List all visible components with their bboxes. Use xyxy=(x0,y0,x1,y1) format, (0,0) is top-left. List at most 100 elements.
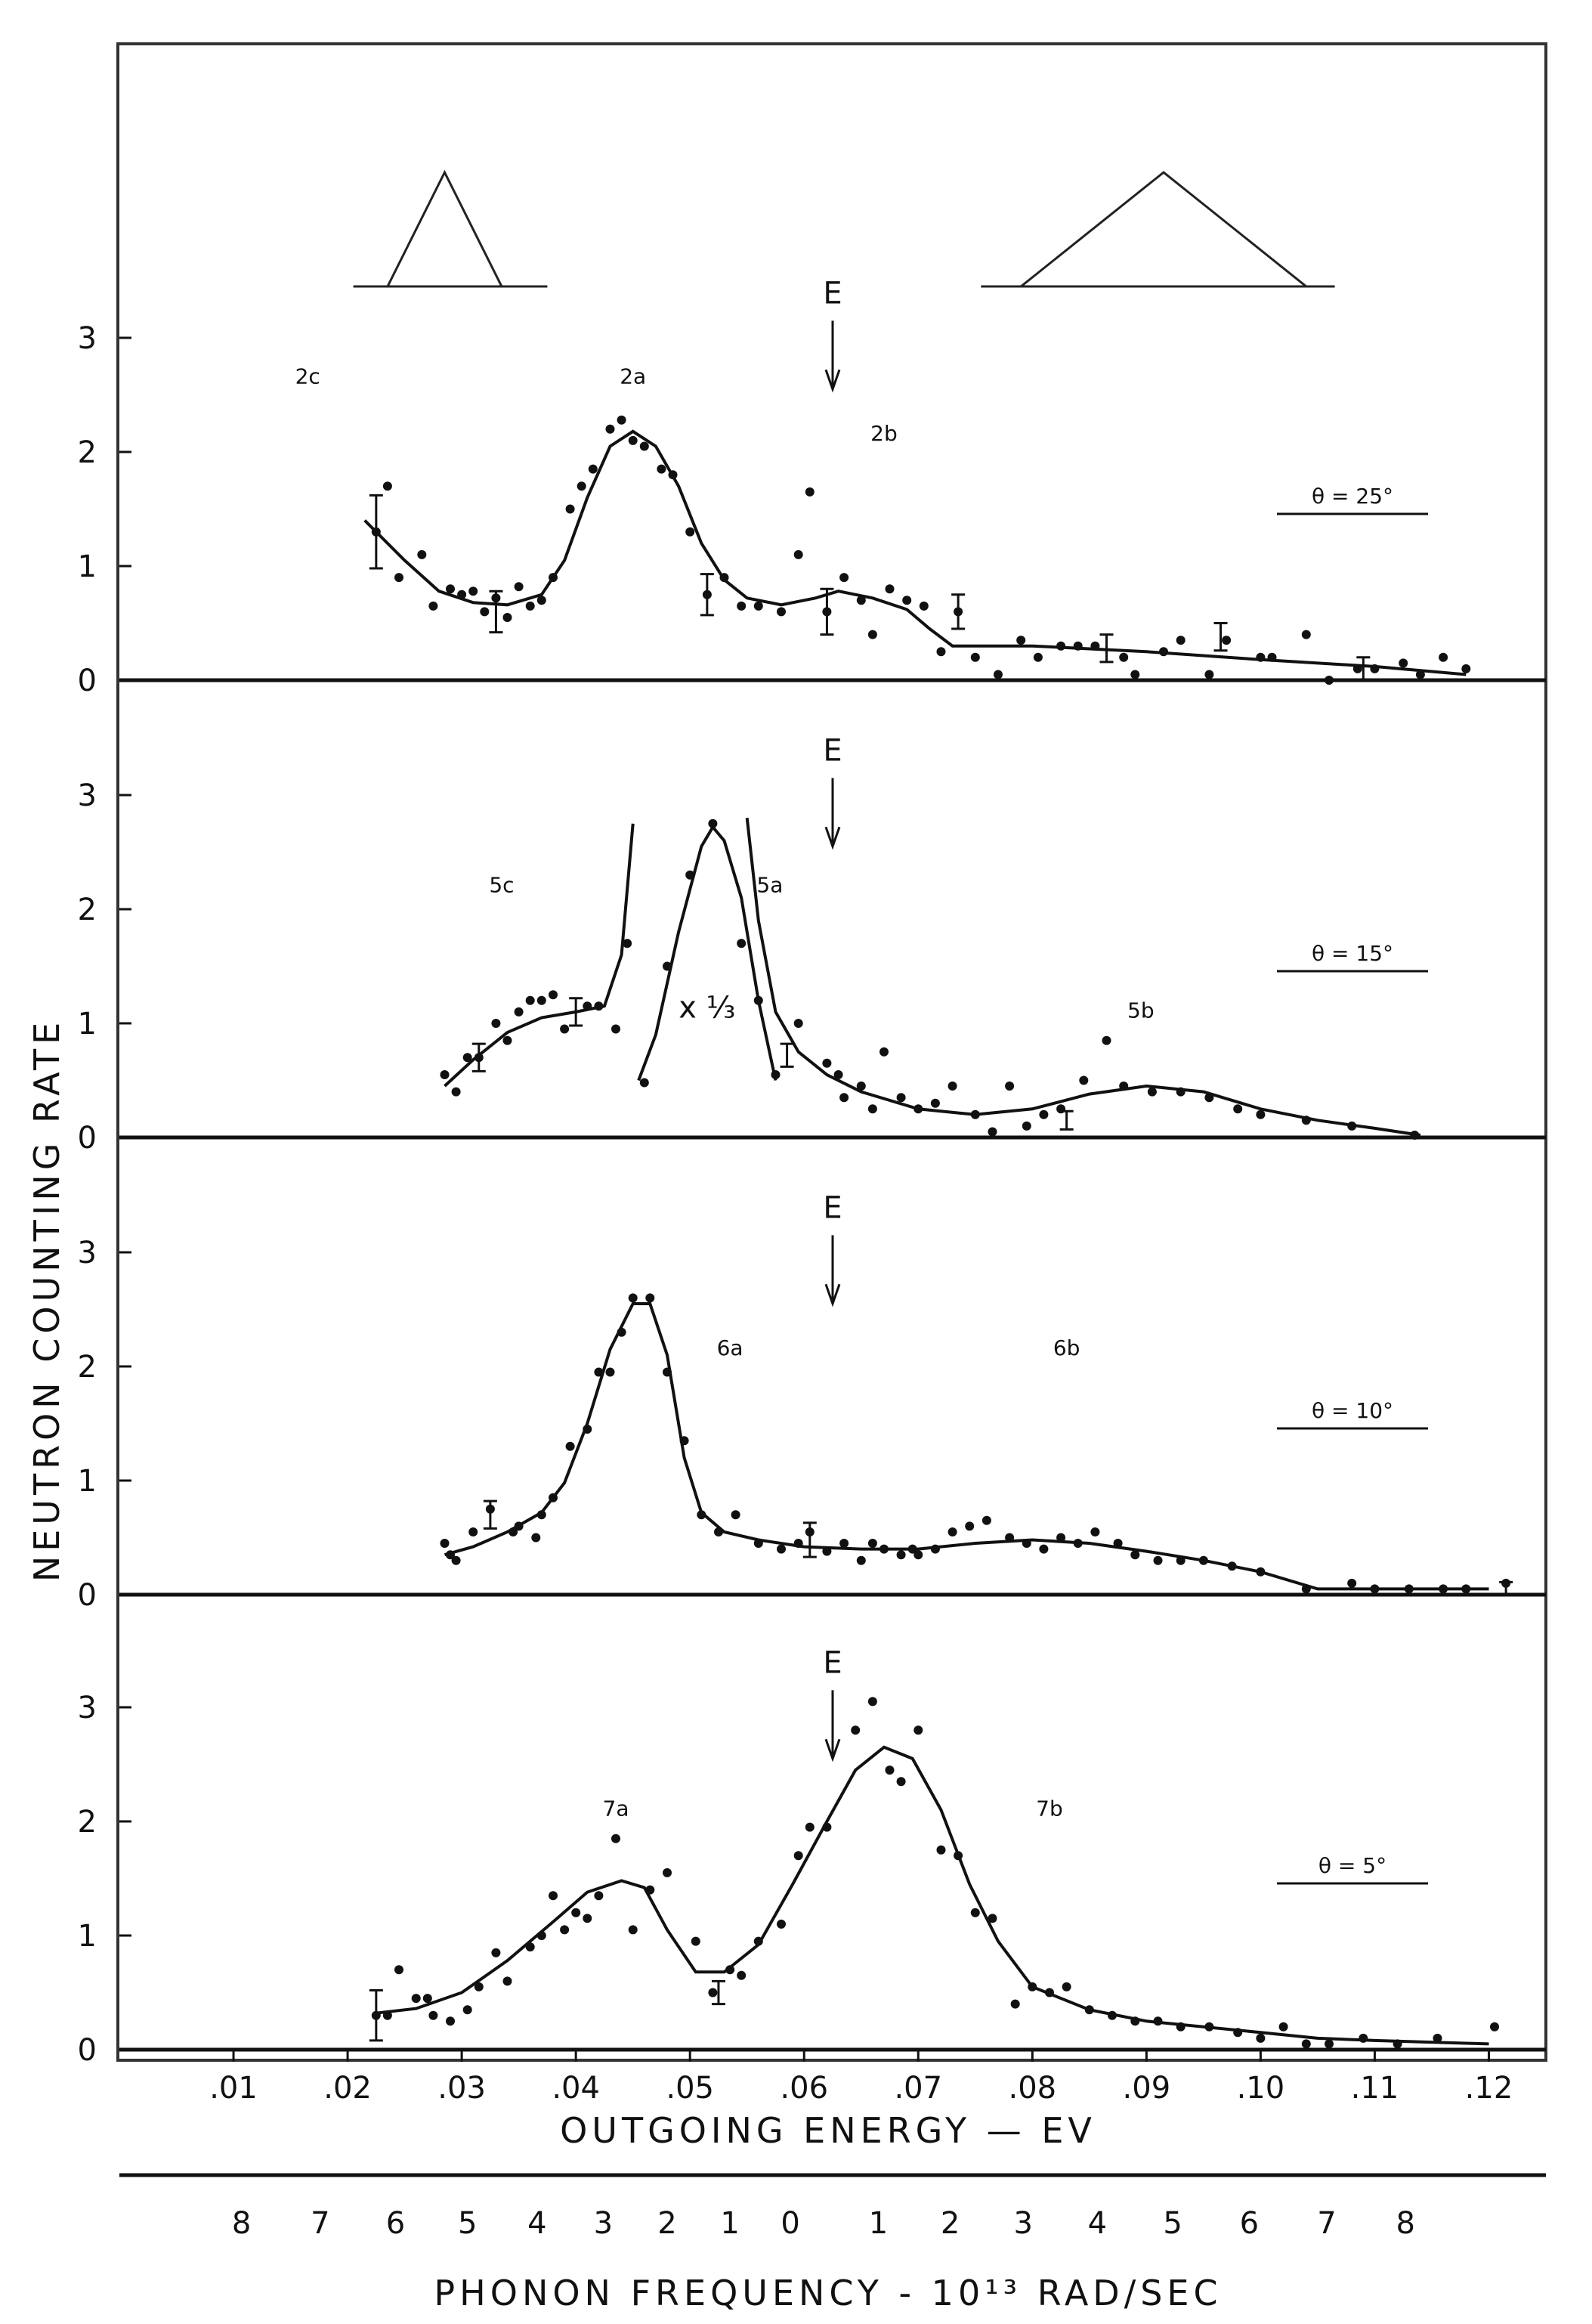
e-marker-arrowhead xyxy=(824,826,841,850)
data-point xyxy=(668,470,678,480)
data-point xyxy=(879,1047,889,1057)
data-point xyxy=(417,549,427,559)
data-point xyxy=(970,1109,980,1119)
data-point xyxy=(981,1515,991,1525)
y-tick-label: 2 xyxy=(78,893,97,927)
data-point xyxy=(685,527,695,537)
data-point xyxy=(428,601,438,611)
data-point xyxy=(936,1845,946,1855)
phonon-tick-label: 1 xyxy=(869,2206,888,2241)
e-marker-label: E xyxy=(823,1646,842,1681)
data-point xyxy=(468,1527,478,1536)
data-point xyxy=(428,2010,438,2020)
y-tick-label: 1 xyxy=(78,549,97,584)
error-bar xyxy=(569,997,583,1027)
phonon-tick-label: 6 xyxy=(1240,2206,1259,2241)
data-point xyxy=(451,1087,461,1097)
data-point xyxy=(583,1914,592,1923)
data-point xyxy=(605,1367,615,1377)
data-point xyxy=(988,1914,997,1923)
data-point xyxy=(947,1527,957,1536)
data-point xyxy=(639,1078,649,1088)
data-point xyxy=(822,1546,832,1556)
data-point xyxy=(1010,1999,1020,2009)
data-point xyxy=(1176,2022,1185,2032)
data-point xyxy=(536,1510,546,1520)
data-point xyxy=(731,1510,740,1520)
data-point xyxy=(679,1436,689,1446)
data-point xyxy=(446,1550,455,1560)
data-point xyxy=(371,2010,381,2020)
data-point xyxy=(994,670,1003,679)
data-point xyxy=(708,1988,718,1998)
data-point xyxy=(1461,664,1471,673)
data-point xyxy=(514,1521,524,1531)
y-tick-label: 3 xyxy=(78,321,97,356)
data-point xyxy=(663,961,672,971)
data-point xyxy=(697,1510,706,1520)
data-point xyxy=(1439,1584,1448,1594)
data-point xyxy=(1090,1527,1100,1536)
data-point xyxy=(468,586,478,596)
x-axis-energy: .01 .02 .03 .04 .05 .06 .07 .08 .09 .10 .11 .12 xyxy=(209,2050,1513,2106)
data-point xyxy=(1278,2022,1288,2032)
phonon-tick-label: 3 xyxy=(1014,2206,1033,2241)
data-point xyxy=(1045,1988,1054,1998)
data-point xyxy=(919,601,929,611)
data-point xyxy=(1039,1544,1049,1554)
data-point xyxy=(394,1965,403,1975)
data-point xyxy=(913,1725,923,1735)
data-point xyxy=(930,1098,940,1108)
e-marker-label: E xyxy=(823,734,842,769)
data-point xyxy=(440,1539,450,1548)
data-point xyxy=(605,424,615,434)
data-point xyxy=(1108,2010,1117,2020)
phonon-tick-label: 4 xyxy=(527,2206,546,2241)
x-tick-label: .02 xyxy=(323,2071,372,2106)
data-point xyxy=(896,1093,906,1103)
data-point xyxy=(1256,2033,1266,2043)
data-point xyxy=(594,1001,604,1011)
data-point xyxy=(737,939,747,948)
data-point xyxy=(753,601,763,611)
y-tick-label: 0 xyxy=(78,664,97,698)
panel-2: 0 1 2 3 Eθ = 15° 5c 5a 5b x ⅓ xyxy=(78,734,1546,1156)
e-marker-arrowhead xyxy=(824,1738,841,1762)
data-point xyxy=(930,1544,940,1554)
data-point xyxy=(462,2005,472,2015)
data-point xyxy=(822,1058,832,1068)
data-point xyxy=(594,1891,604,1901)
data-point xyxy=(1433,2033,1442,2043)
peak-label: 7b xyxy=(1036,1796,1063,1821)
data-point xyxy=(549,1891,558,1901)
data-point xyxy=(565,1441,575,1451)
data-point xyxy=(491,593,501,603)
phonon-tick-label: 8 xyxy=(232,2206,251,2241)
data-point xyxy=(1079,1075,1089,1085)
data-point xyxy=(474,1053,484,1063)
data-point xyxy=(1113,1539,1123,1548)
data-point xyxy=(617,415,626,425)
data-point xyxy=(1410,1131,1420,1140)
y-tick-label: 2 xyxy=(78,435,97,470)
data-point xyxy=(1056,641,1066,651)
data-point xyxy=(793,549,803,559)
panel-1: 0 1 2 3 Eθ = 25° 2c 2a 2b xyxy=(78,169,1546,698)
data-point xyxy=(1204,1093,1214,1103)
data-point xyxy=(628,1925,638,1935)
data-point xyxy=(1267,652,1277,662)
data-point xyxy=(525,601,535,611)
data-point xyxy=(536,1931,546,1940)
error-bar xyxy=(1099,633,1114,664)
data-point xyxy=(1233,2028,1243,2038)
peak-label: 7a xyxy=(603,1796,629,1821)
data-point xyxy=(1404,1584,1414,1594)
data-point xyxy=(446,584,455,594)
x-tick-label: .11 xyxy=(1351,2071,1399,2106)
data-point xyxy=(856,596,866,605)
data-point xyxy=(628,435,638,445)
data-point xyxy=(371,527,381,537)
peak-label: 5a xyxy=(756,872,783,897)
phonon-tick-label: 5 xyxy=(458,2206,477,2241)
resolution-triangle xyxy=(386,169,503,287)
